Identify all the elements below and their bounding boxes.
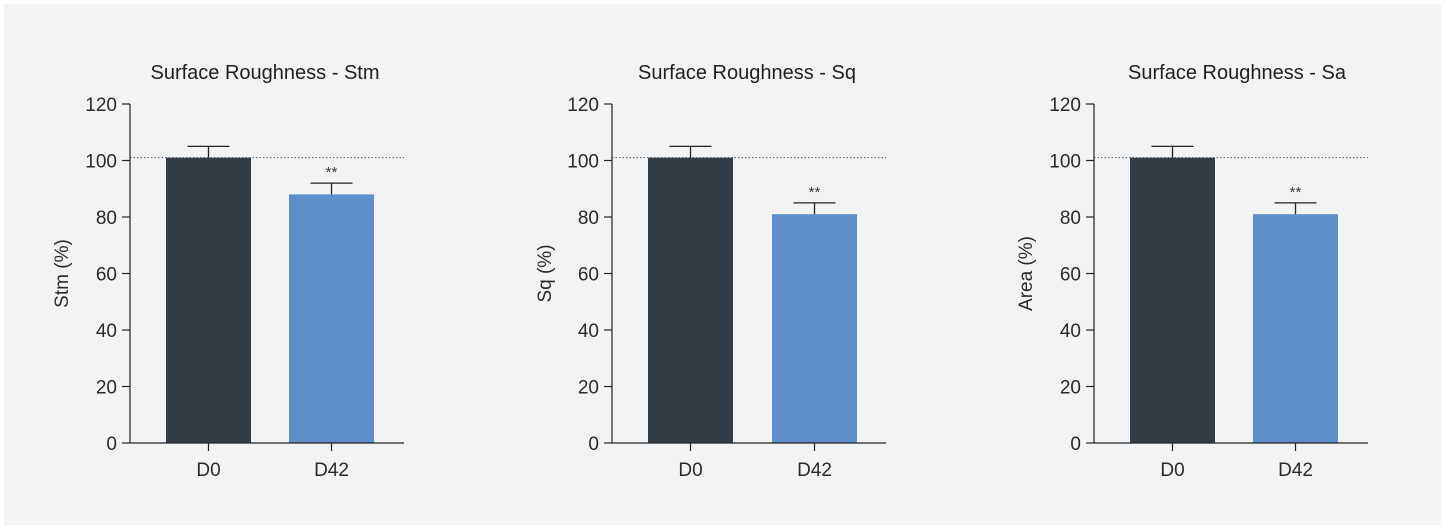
x-tick-label: D0 — [196, 460, 220, 481]
bar-d0 — [1130, 157, 1215, 444]
y-tick-label: 40 — [1060, 321, 1081, 342]
y-axis-label: Sq (%) — [535, 244, 556, 302]
chart-title: Surface Roughness - Sq — [638, 62, 856, 84]
x-tick-label: D42 — [1278, 460, 1313, 481]
x-tick-label: D0 — [1160, 460, 1184, 481]
y-tick-label: 100 — [567, 152, 599, 173]
bar-d0 — [648, 157, 733, 444]
y-tick-label: 40 — [578, 321, 599, 342]
chart-title: Surface Roughness - Sa — [1128, 62, 1347, 84]
y-tick-label: 20 — [578, 378, 599, 399]
y-tick-label: 0 — [106, 434, 117, 455]
x-tick-label: D42 — [797, 460, 832, 481]
y-tick-label: 60 — [1060, 265, 1081, 286]
y-tick-label: 80 — [1060, 208, 1081, 229]
y-tick-label: 100 — [85, 152, 117, 173]
bar-d42 — [772, 214, 857, 443]
x-tick-label: D0 — [678, 460, 702, 481]
significance-marker: ** — [1290, 184, 1302, 201]
y-tick-label: 0 — [588, 434, 599, 455]
significance-marker: ** — [809, 184, 821, 201]
y-axis-label: Stm (%) — [52, 239, 73, 308]
y-tick-label: 20 — [96, 378, 117, 399]
y-axis-label: Area (%) — [1016, 236, 1037, 311]
y-tick-label: 100 — [1049, 152, 1081, 173]
y-tick-label: 120 — [85, 95, 117, 116]
y-tick-label: 20 — [1060, 378, 1081, 399]
y-tick-label: 0 — [1070, 434, 1081, 455]
bar-d0 — [166, 157, 251, 444]
y-tick-label: 60 — [578, 265, 599, 286]
y-tick-label: 80 — [578, 208, 599, 229]
significance-marker: ** — [326, 164, 338, 181]
y-tick-label: 60 — [96, 265, 117, 286]
y-tick-label: 40 — [96, 321, 117, 342]
y-tick-label: 120 — [567, 95, 599, 116]
bar-d42 — [1253, 214, 1338, 443]
y-tick-label: 80 — [96, 208, 117, 229]
x-tick-label: D42 — [314, 460, 349, 481]
chart-title: Surface Roughness - Stm — [151, 62, 380, 84]
y-tick-label: 120 — [1049, 95, 1081, 116]
bar-d42 — [289, 194, 374, 443]
